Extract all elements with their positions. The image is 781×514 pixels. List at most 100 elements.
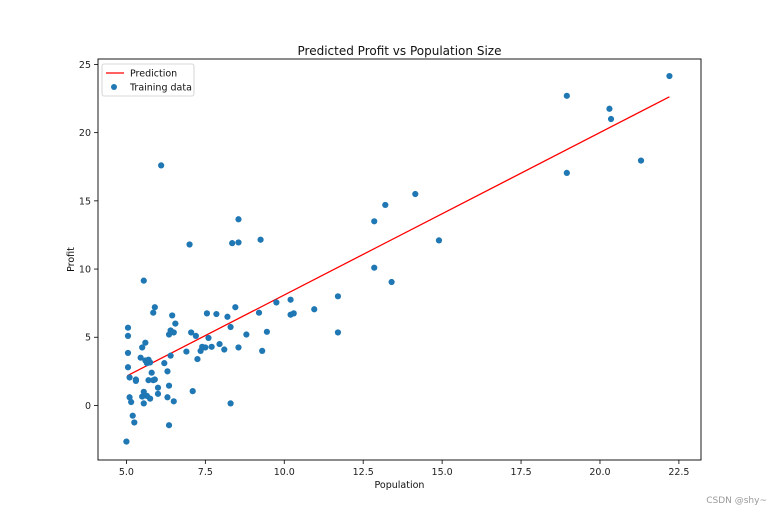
training-data-point <box>243 331 250 338</box>
training-data-point <box>637 157 645 164</box>
training-data-point <box>255 309 263 316</box>
training-data-point <box>146 395 154 402</box>
y-tick-label: 15 <box>79 196 91 207</box>
training-data-point <box>216 340 223 348</box>
training-data-point <box>189 388 196 395</box>
training-data-point <box>139 393 146 400</box>
training-data-point <box>151 376 158 383</box>
training-data-point <box>124 349 132 357</box>
training-data-point <box>203 310 211 317</box>
legend-box <box>101 63 195 97</box>
x-tick-label: 17.5 <box>510 467 531 478</box>
training-data-point <box>232 304 239 311</box>
y-tick-label: 5 <box>85 333 91 344</box>
training-data-point <box>311 306 318 313</box>
training-data-point <box>129 412 136 419</box>
legend: Prediction Training data <box>101 63 195 97</box>
training-data-point <box>259 347 266 354</box>
y-axis-ticks: 0 5 10 15 20 25 <box>79 60 98 412</box>
training-data-point <box>124 332 132 339</box>
training-data-point <box>224 313 231 320</box>
training-data-point <box>235 239 242 246</box>
y-tick-label: 20 <box>79 128 91 139</box>
training-data-point <box>563 92 570 99</box>
training-data-point <box>132 377 139 384</box>
training-data-point <box>165 422 173 429</box>
training-data-point <box>257 236 264 243</box>
training-data-point <box>161 360 168 367</box>
prediction-line <box>127 96 670 377</box>
training-data-point <box>194 355 201 363</box>
training-data-point <box>151 304 158 311</box>
training-data-point <box>139 344 146 351</box>
training-data-point <box>563 169 570 176</box>
x-tick-label: 7.5 <box>198 467 213 478</box>
training-data-point <box>124 364 132 371</box>
legend-prediction-label: Prediction <box>130 69 177 80</box>
training-data-point <box>273 299 280 306</box>
training-data-point <box>145 377 152 384</box>
training-data-point <box>154 384 162 391</box>
training-data-point <box>150 309 157 316</box>
training-data-point <box>165 382 173 389</box>
training-data-point <box>229 240 236 247</box>
x-tick-label: 12.5 <box>353 467 374 478</box>
training-data-point <box>199 343 206 350</box>
training-data-point <box>158 162 165 169</box>
training-data-point <box>183 348 190 355</box>
training-data-point <box>205 334 212 342</box>
y-tick-label: 0 <box>85 401 91 412</box>
training-data-point <box>142 339 149 346</box>
x-tick-label: 5.0 <box>119 467 134 478</box>
training-data-point <box>435 237 443 244</box>
training-data-point <box>172 320 179 327</box>
training-data-point <box>235 216 242 223</box>
legend-training-label: Training data <box>129 83 192 94</box>
training-data-point <box>128 398 135 406</box>
data-marks <box>123 72 673 445</box>
training-data-point <box>371 218 378 225</box>
training-data-point <box>167 352 174 359</box>
training-data-point <box>334 329 342 336</box>
training-data-point <box>188 329 195 336</box>
training-data-point <box>164 368 171 375</box>
training-data-point <box>221 346 228 353</box>
training-data-point <box>192 332 199 339</box>
legend-training-swatch <box>111 84 117 90</box>
training-data-point <box>388 278 395 286</box>
y-tick-label: 25 <box>79 60 91 71</box>
training-data-point <box>227 400 234 407</box>
y-axis-label: Profit <box>66 247 77 272</box>
x-tick-label: 15.0 <box>432 467 453 478</box>
training-data-point <box>290 310 297 317</box>
training-data-point <box>170 398 177 405</box>
training-data-point <box>165 331 173 338</box>
training-data-point <box>334 293 342 300</box>
x-axis-ticks: 5.0 7.5 10.0 12.5 15.0 17.5 20.0 22.5 <box>119 460 689 478</box>
x-axis-label: Population <box>375 480 425 491</box>
training-data-point <box>169 312 176 319</box>
watermark: CSDN @shy~ <box>706 496 767 506</box>
training-data-point <box>213 310 220 318</box>
x-tick-label: 10.0 <box>274 467 295 478</box>
x-tick-label: 22.5 <box>668 467 689 478</box>
training-data-point <box>412 190 419 198</box>
training-data-point <box>126 394 133 401</box>
chart-title: Predicted Profit vs Population Size <box>298 44 502 58</box>
x-tick-label: 20.0 <box>589 467 610 478</box>
training-data-point <box>137 354 144 361</box>
training-data-point <box>140 277 147 284</box>
training-data-point <box>287 296 294 303</box>
training-data-point <box>148 369 155 376</box>
training-data-point <box>124 324 132 331</box>
y-tick-label: 10 <box>79 265 91 276</box>
training-data-point <box>123 438 130 445</box>
training-data-point <box>666 72 673 80</box>
training-data-point <box>164 394 171 401</box>
training-data-point <box>371 264 378 271</box>
training-data-point <box>126 374 133 381</box>
plot-area <box>97 58 702 461</box>
training-data-point <box>186 241 193 248</box>
training-data-point <box>235 344 242 351</box>
